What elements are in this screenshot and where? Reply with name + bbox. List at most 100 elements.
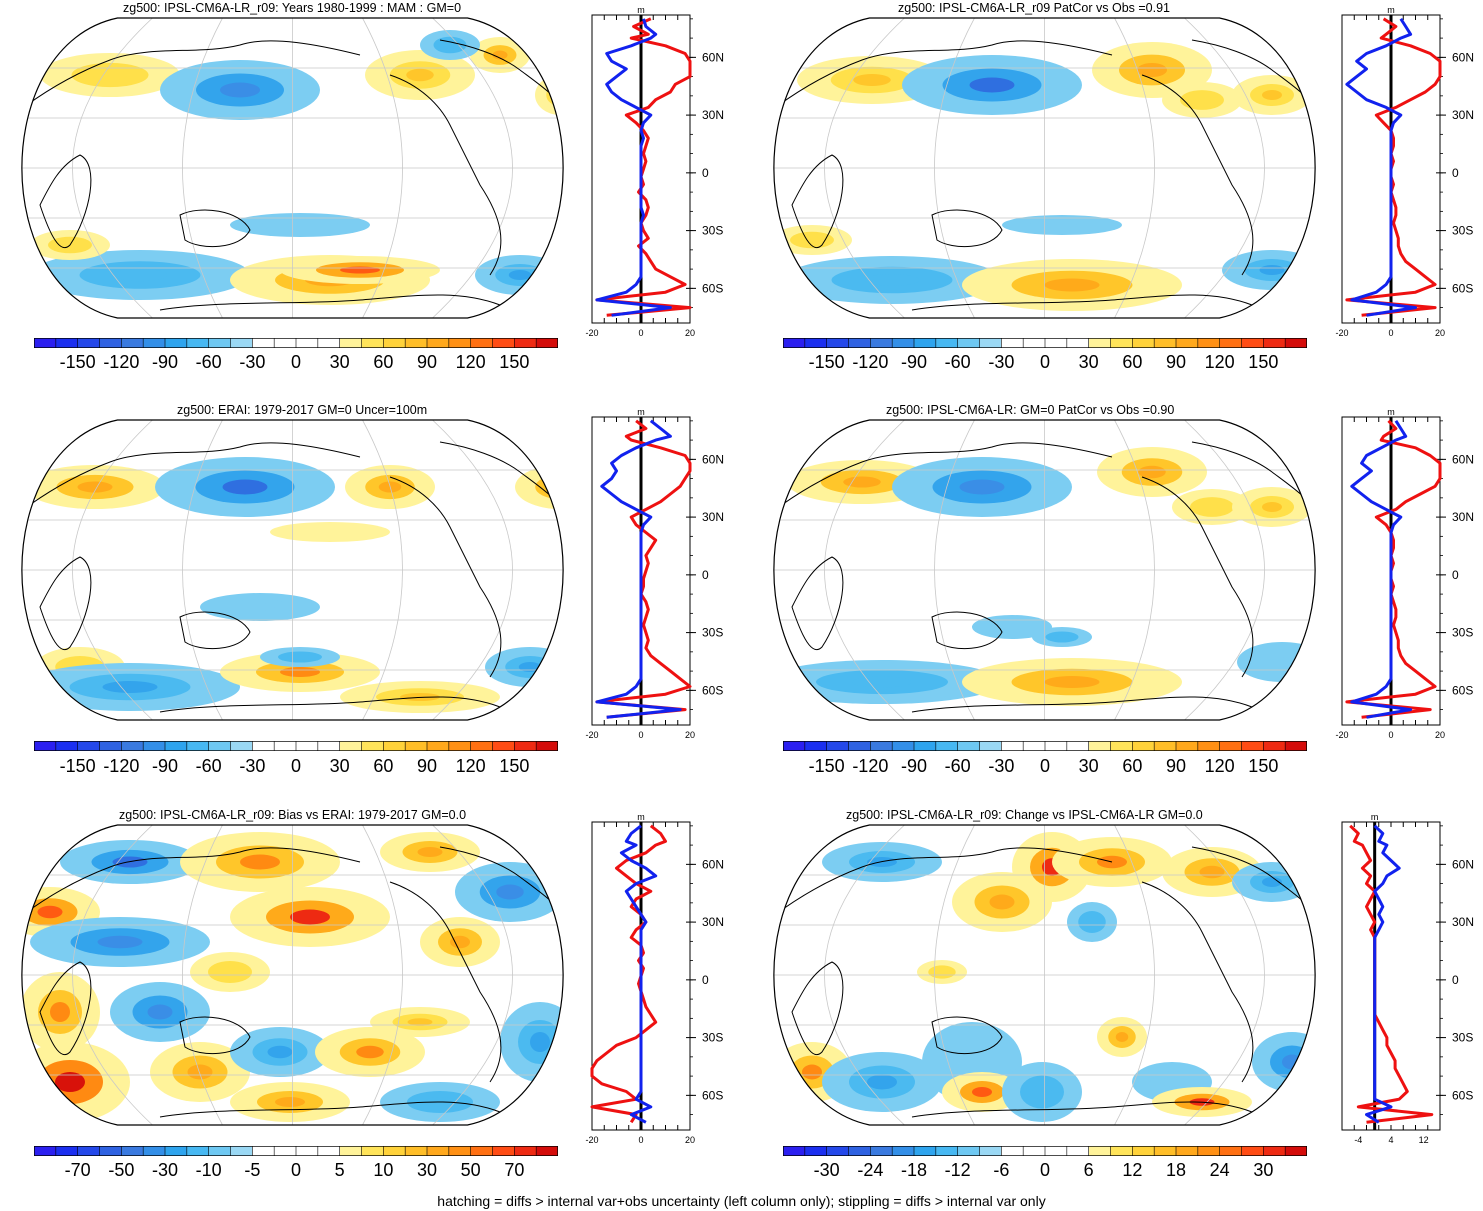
colorbar-swatch — [317, 338, 340, 348]
colorbar-swatch — [77, 338, 100, 348]
colorbar-tick-label: 50 — [460, 1160, 481, 1180]
colorbar-swatch — [77, 1146, 100, 1156]
colorbar-swatch — [143, 1146, 166, 1156]
colorbar-swatch — [383, 338, 406, 348]
colorbar-tick-label: -120 — [852, 756, 889, 776]
colorbar-swatch — [427, 741, 450, 751]
coastline — [931, 209, 1003, 248]
colorbar-swatch — [121, 741, 144, 751]
colorbar-swatch — [99, 1146, 122, 1156]
zonal-mean-profile: m -20 0 20 60N 30N 0 30S 60S — [1335, 407, 1474, 740]
colorbar-swatch — [1045, 338, 1068, 348]
colorbar-swatch — [339, 1146, 362, 1156]
colorbar-swatch — [165, 338, 188, 348]
colorbar-tick-label: -90 — [151, 756, 179, 776]
colorbar-swatch — [34, 1146, 57, 1156]
profile-lat-tick: 60N — [702, 50, 724, 64]
colorbar-swatch — [143, 338, 166, 348]
colorbar — [34, 741, 558, 751]
colorbar-swatch — [783, 338, 806, 348]
colorbar-swatch — [99, 741, 122, 751]
colorbar-tick-label: 90 — [416, 756, 438, 776]
field-contour — [864, 274, 920, 286]
field-contour — [1137, 63, 1167, 77]
zonal-mean-profile: m -4 4 12 60N 30N 0 30S 60S — [1341, 812, 1474, 1145]
field-contour — [959, 479, 1005, 495]
field-contour — [867, 1074, 897, 1090]
profile-lat-tick: 30S — [1452, 626, 1473, 640]
profile-x-tick: 20 — [685, 1135, 695, 1145]
field-contour — [802, 1064, 822, 1080]
colorbar-tick-label: 30 — [1253, 1160, 1274, 1180]
colorbar-tick-label: 150 — [499, 756, 530, 776]
profile-lat-tick: 60S — [1452, 1088, 1473, 1102]
colorbar-labels: -150 -120 -90 -60 -30 0 30 60 90 120 150 — [34, 756, 558, 778]
coastline — [791, 556, 844, 650]
profile-x-tick: 0 — [638, 328, 643, 338]
colorbar-swatch — [230, 338, 253, 348]
colorbar-swatch — [252, 741, 275, 751]
profile-lat-tick: 60N — [1452, 452, 1474, 466]
colorbar-swatch — [979, 1146, 1002, 1156]
colorbar-tick-label: -30 — [813, 1160, 840, 1180]
field-contour — [935, 969, 949, 975]
colorbar-swatch — [34, 741, 57, 751]
colorbar-swatch — [1197, 1146, 1220, 1156]
colorbar-swatch — [165, 741, 188, 751]
colorbar-tick-label: -18 — [900, 1160, 928, 1180]
coastline — [911, 1101, 1253, 1118]
coastline — [911, 294, 1253, 311]
coastline — [159, 294, 501, 311]
colorbar-swatch — [296, 741, 319, 751]
model-profile-line — [1345, 419, 1442, 719]
panel-title: zg500: IPSL-CM6A-LR: GM=0 PatCor vs Obs … — [886, 403, 1175, 417]
colorbar-swatch — [870, 1146, 893, 1156]
colorbar-swatch — [208, 741, 231, 751]
colorbar-tick-label: 0 — [290, 1160, 302, 1180]
field-contour — [1262, 90, 1282, 100]
colorbar-swatch — [514, 741, 537, 751]
profile-lat-tick: 60S — [1452, 281, 1473, 295]
profile-x-tick: 0 — [638, 1135, 643, 1145]
colorbar-tick-label: -12 — [944, 1160, 971, 1180]
colorbar-swatch — [1263, 338, 1286, 348]
field-contour — [530, 1032, 550, 1052]
colorbar-tick-label: 90 — [416, 352, 438, 372]
colorbar-tick-label: -150 — [59, 756, 96, 776]
profile-lat-tick: 60N — [702, 857, 724, 871]
model-profile-line — [590, 824, 667, 1124]
field-contour — [77, 481, 113, 493]
coastline — [179, 209, 251, 248]
field-contour — [315, 529, 345, 535]
profile-units: m — [1387, 5, 1395, 15]
colorbar-swatch — [55, 338, 78, 348]
colorbar-tick-label: 0 — [1039, 756, 1051, 776]
field-contour — [147, 1004, 173, 1020]
field-contour — [1115, 1032, 1129, 1042]
profile-lat-tick: 0 — [702, 973, 709, 987]
field-contour — [989, 894, 1015, 910]
colorbar-tick-label: -60 — [195, 352, 222, 372]
robinson-map — [21, 17, 564, 319]
colorbar-tick-label: 0 — [1039, 1160, 1051, 1180]
coastline — [931, 611, 1003, 650]
colorbar-swatch — [826, 1146, 849, 1156]
field-contour — [548, 481, 564, 493]
field-contour — [442, 41, 458, 49]
profile-lat-tick: 30S — [1452, 1031, 1473, 1045]
colorbar-swatch — [208, 338, 231, 348]
obs-profile-line — [1345, 17, 1417, 317]
colorbar-swatch — [121, 1146, 144, 1156]
field-contour — [1262, 502, 1282, 512]
coastline — [931, 1016, 1003, 1055]
zonal-mean-profile: m -20 0 20 60N 30N 0 30S 60S — [1335, 5, 1474, 338]
profile-x-tick: -20 — [585, 730, 598, 740]
colorbar-swatch — [914, 741, 937, 751]
colorbar-swatch — [208, 1146, 231, 1156]
colorbar-swatch — [383, 741, 406, 751]
profile-x-tick: 0 — [638, 730, 643, 740]
colorbar-tick-label: 5 — [334, 1160, 345, 1180]
colorbar-tick-label: 120 — [1204, 756, 1235, 776]
colorbar-tick-label: -150 — [59, 352, 96, 372]
field-contour — [222, 479, 268, 495]
